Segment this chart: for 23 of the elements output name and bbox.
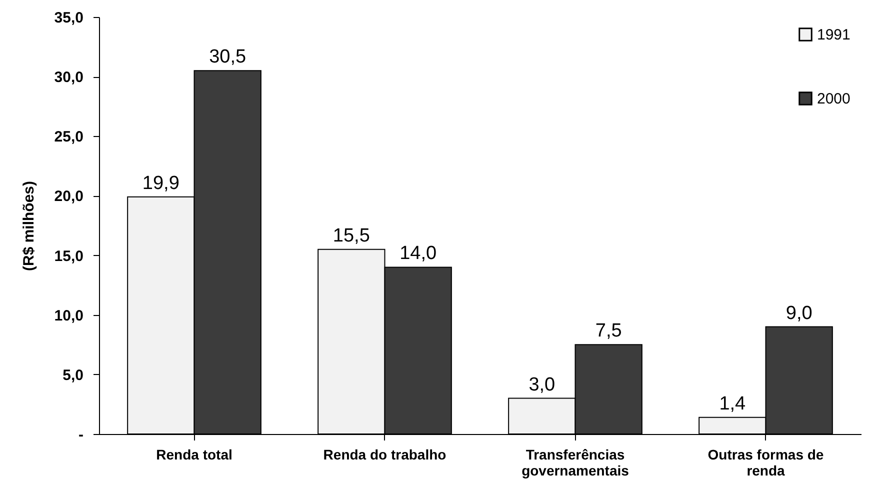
y-tick-label: - [78, 426, 84, 444]
y-tick-label: 25,0 [54, 128, 84, 146]
data-label: 7,5 [595, 320, 622, 342]
data-label: 19,9 [142, 172, 180, 194]
data-label: 9,0 [786, 302, 812, 324]
data-label: 15,5 [332, 225, 370, 246]
y-tick-label: 5,0 [62, 366, 84, 384]
data-label: 1,4 [719, 393, 746, 414]
y-axis-title: (R$ milhões) [20, 180, 38, 272]
data-label: 30,5 [209, 46, 246, 68]
y-tick-label: 15,0 [54, 248, 84, 265]
legend-label: 1991 [817, 26, 850, 44]
x-tick-label: Outras formas de renda [708, 446, 824, 478]
y-tick-label: 35,0 [54, 10, 84, 26]
y-tick-label: 10,0 [54, 307, 84, 324]
data-label: 14,0 [400, 243, 437, 264]
x-tick-label: Renda do trabalho [323, 446, 446, 462]
y-tick-label: 20,0 [54, 188, 84, 206]
x-tick-label: Renda total [156, 446, 232, 462]
x-tick-label: Transferências governamentais [522, 446, 630, 478]
y-tick-label: 30,0 [54, 69, 84, 86]
data-label: 3,0 [528, 374, 556, 396]
legend-label: 2000 [817, 90, 850, 108]
